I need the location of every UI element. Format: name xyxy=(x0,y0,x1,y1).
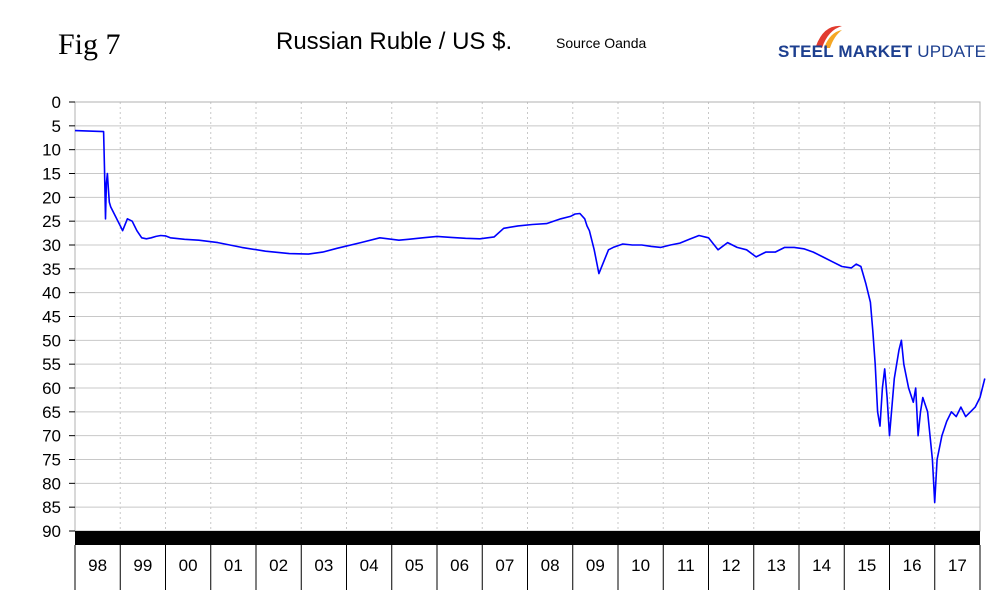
x-tick-label: 15 xyxy=(857,556,876,575)
logo-word-update: UPDATE xyxy=(917,42,987,61)
chart-title: Russian Ruble / US $. xyxy=(276,28,513,55)
x-tick-label: 10 xyxy=(631,556,650,575)
y-tick-label: 10 xyxy=(42,141,61,160)
steel-market-update-logo: STEEL MARKET UPDATE xyxy=(778,22,986,82)
logo-word-steel: STEEL xyxy=(778,42,834,61)
x-tick-label: 14 xyxy=(812,556,831,575)
y-tick-label: 90 xyxy=(42,522,61,541)
x-tick-label: 17 xyxy=(948,556,967,575)
y-tick-label: 85 xyxy=(42,498,61,517)
y-tick-label: 75 xyxy=(42,451,61,470)
y-tick-label: 35 xyxy=(42,260,61,279)
source-note: Source Oanda xyxy=(556,35,647,51)
y-tick-label: 80 xyxy=(42,474,61,493)
logo-word-market: MARKET xyxy=(838,42,913,61)
figure-number: Fig 7 xyxy=(58,28,121,61)
y-tick-label: 70 xyxy=(42,427,61,446)
x-axis-band xyxy=(75,531,980,545)
logo-wordmark: STEEL MARKET UPDATE xyxy=(778,42,986,62)
logo-swoosh-icon xyxy=(816,25,842,48)
y-tick-label: 50 xyxy=(42,331,61,350)
y-tick-label: 25 xyxy=(42,212,61,231)
series-line-ruble-usd xyxy=(74,129,986,504)
x-tick-label: 12 xyxy=(722,556,741,575)
y-tick-label: 40 xyxy=(42,284,61,303)
y-tick-label: 60 xyxy=(42,379,61,398)
x-tick-label: 09 xyxy=(586,556,605,575)
x-tick-label: 13 xyxy=(767,556,786,575)
x-tick-label: 16 xyxy=(903,556,922,575)
x-tick-label: 98 xyxy=(88,556,107,575)
y-tick-label: 65 xyxy=(42,403,61,422)
y-tick-label: 30 xyxy=(42,236,61,255)
x-tick-label: 06 xyxy=(450,556,469,575)
x-tick-label: 03 xyxy=(314,556,333,575)
y-tick-label: 0 xyxy=(52,93,61,112)
y-tick-label: 45 xyxy=(42,308,61,327)
y-tick-label: 15 xyxy=(42,165,61,184)
x-tick-label: 99 xyxy=(133,556,152,575)
x-tick-label: 02 xyxy=(269,556,288,575)
y-tick-label: 55 xyxy=(42,355,61,374)
x-tick-label: 04 xyxy=(360,556,379,575)
x-tick-label: 01 xyxy=(224,556,243,575)
x-tick-label: 08 xyxy=(541,556,560,575)
y-tick-label: 5 xyxy=(52,117,61,136)
x-tick-label: 11 xyxy=(677,556,695,575)
y-tick-label: 20 xyxy=(42,188,61,207)
x-tick-label: 00 xyxy=(179,556,198,575)
x-tick-label: 05 xyxy=(405,556,424,575)
x-tick-label: 07 xyxy=(495,556,514,575)
